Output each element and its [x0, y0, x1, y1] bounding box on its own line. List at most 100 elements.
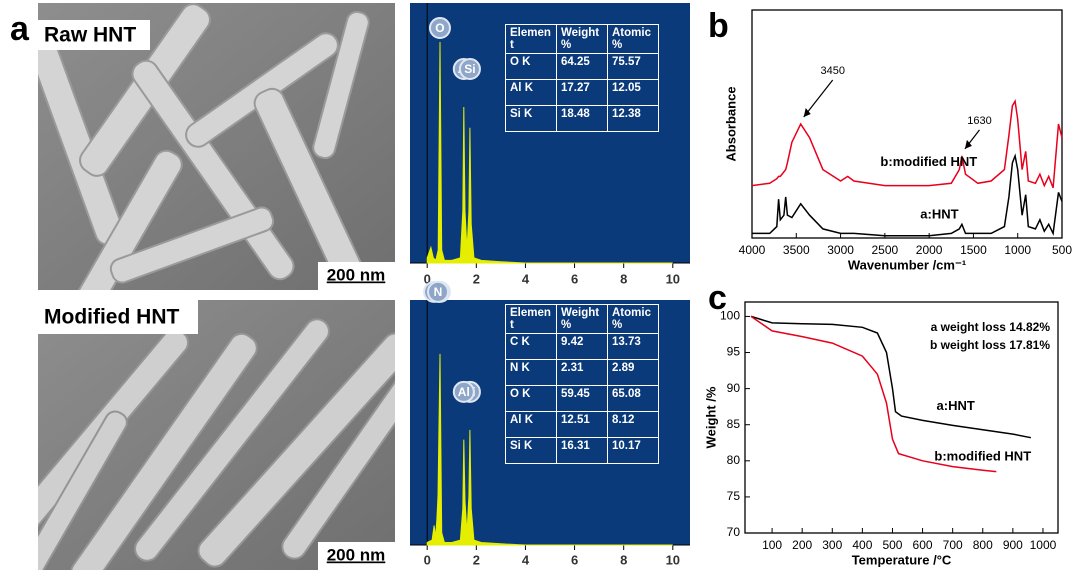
- table-cell: 12.38: [607, 105, 659, 132]
- peak-marker: [458, 58, 481, 80]
- note: a weight loss 14.82%: [931, 320, 1051, 334]
- sem-label: Modified HNT: [44, 306, 179, 329]
- table-cell: Weight %: [556, 304, 608, 334]
- table-cell: Element: [505, 24, 557, 54]
- table-cell: Si K: [505, 105, 557, 132]
- y-axis-label: Weight /%: [703, 386, 718, 448]
- eds-table: Element Weight % Atomic % C K 9.42 13.73 N K 2.…: [505, 304, 659, 464]
- table-cell: O K: [505, 53, 557, 80]
- series-line: [752, 153, 1063, 237]
- table-cell: 64.25: [556, 53, 608, 80]
- table-cell: 2.89: [607, 359, 659, 386]
- series-line: [750, 315, 1032, 439]
- peak-label: Al: [458, 385, 470, 399]
- x-tick-label: 1500: [960, 243, 987, 257]
- x-tick-label: 3000: [827, 243, 854, 257]
- y-tick-label: 100: [720, 309, 740, 323]
- eds-table: Element Weight % Atomic % O K 64.25 75.57 Al K…: [505, 24, 659, 132]
- peak-marker: [452, 380, 475, 403]
- x-tick-label: 900: [1003, 538, 1023, 552]
- x-tick-label: 2: [473, 552, 480, 567]
- x-tick-label: 6: [571, 552, 578, 567]
- y-tick-label: 70: [727, 525, 741, 539]
- label-box: [38, 300, 198, 334]
- x-tick-label: 0: [424, 271, 431, 286]
- x-tick-label: 300: [822, 538, 842, 552]
- y-tick-label: 85: [727, 417, 741, 431]
- table-row: Al K 17.27 12.05: [505, 79, 659, 106]
- peak-marker: [428, 17, 451, 39]
- peak-marker: [427, 280, 449, 303]
- x-tick-label: 8: [620, 271, 627, 286]
- label-box: [38, 20, 150, 50]
- table-cell: 10.17: [607, 437, 659, 464]
- table-cell: C K: [505, 333, 557, 360]
- table-cell: 12.51: [556, 411, 608, 438]
- x-tick-label: 200: [792, 538, 812, 552]
- x-tick-label: 1000: [1004, 243, 1031, 257]
- table-row: Element Weight % Atomic %: [505, 24, 659, 54]
- x-tick-label: 10: [666, 552, 680, 567]
- panel-label: a: [10, 10, 30, 48]
- y-tick-label: 80: [727, 453, 741, 467]
- table-cell: 9.42: [556, 333, 608, 360]
- panel-label: c: [708, 279, 727, 317]
- x-tick-label: 500: [1052, 243, 1072, 257]
- x-tick-label: 2500: [872, 243, 899, 257]
- plot-frame: [744, 301, 1059, 534]
- x-tick-label: 1000: [1030, 538, 1057, 552]
- table-cell: 59.45: [556, 385, 608, 412]
- table-cell: O K: [505, 385, 557, 412]
- table-row: Element Weight % Atomic %: [505, 304, 659, 334]
- x-axis-label: Temperature /°C: [852, 552, 952, 567]
- series-label: a:HNT: [937, 398, 975, 413]
- spectrum: [426, 353, 673, 546]
- table-cell: 12.05: [607, 79, 659, 106]
- series-label: a:HNT: [920, 207, 958, 222]
- x-tick-label: 600: [913, 538, 933, 552]
- series-label: b:modified HNT: [934, 449, 1031, 464]
- x-tick-label: 800: [973, 538, 993, 552]
- table-row: O K 64.25 75.57: [505, 53, 659, 80]
- table-cell: 18.48: [556, 105, 608, 132]
- table-row: O K 59.45 65.08: [505, 385, 659, 412]
- x-tick-label: 10: [666, 271, 680, 286]
- x-tick-label: 2: [473, 271, 480, 286]
- series-line: [750, 315, 997, 473]
- x-tick-label: 100: [762, 538, 782, 552]
- sem-label: Raw HNT: [44, 24, 136, 47]
- table-cell: Si K: [505, 437, 557, 464]
- x-tick-label: 6: [571, 271, 578, 286]
- x-tick-label: 4: [522, 552, 530, 567]
- x-tick-label: 500: [882, 538, 902, 552]
- annotation-label: 1630: [967, 115, 991, 127]
- table-cell: Atomic %: [607, 304, 659, 334]
- series-line: [751, 98, 1063, 189]
- x-tick-label: 2000: [916, 243, 943, 257]
- y-tick-label: 75: [727, 489, 741, 503]
- arrow-head: [803, 108, 811, 117]
- table-cell: Atomic %: [607, 24, 659, 54]
- x-tick-label: 0: [424, 552, 431, 567]
- arrow-head: [964, 139, 972, 149]
- table-row: Si K 16.31 10.17: [505, 437, 659, 464]
- table-row: Al K 12.51 8.12: [505, 411, 659, 438]
- table-cell: 65.08: [607, 385, 659, 412]
- annotation-arrow: [803, 79, 834, 118]
- peak-label: N: [434, 285, 443, 299]
- x-tick-label: 4: [522, 271, 530, 286]
- spectrum: [426, 41, 673, 264]
- table-cell: 17.27: [556, 79, 608, 106]
- series-label: b:modified HNT: [880, 154, 977, 169]
- table-cell: Al K: [505, 79, 557, 106]
- x-tick-label: 8: [620, 552, 627, 567]
- table-cell: 16.31: [556, 437, 608, 464]
- plot-frame: [751, 9, 1063, 239]
- table-cell: Element: [505, 304, 557, 334]
- peak-label: O: [435, 21, 444, 35]
- label-box: [318, 542, 395, 570]
- table-cell: 8.12: [607, 411, 659, 438]
- table-cell: 75.57: [607, 53, 659, 80]
- panel-label: b: [708, 7, 729, 45]
